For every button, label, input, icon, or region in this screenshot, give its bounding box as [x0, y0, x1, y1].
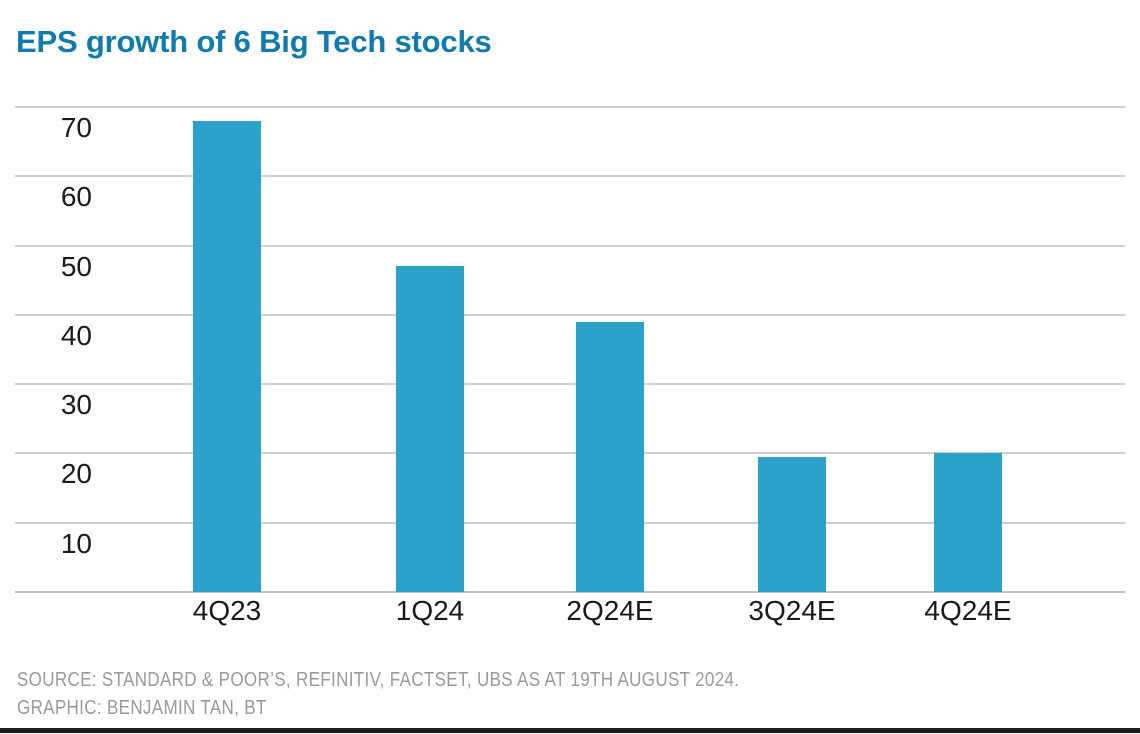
y-tick-label-70: 70	[60, 112, 92, 144]
y-tick-label-50: 50	[60, 250, 92, 282]
x-tick-label-1q24: 1Q24	[395, 595, 465, 626]
y-tick-label-40: 40	[60, 319, 92, 351]
bar-2q24e	[576, 321, 644, 592]
graphic-credit: GRAPHIC: BENJAMIN TAN, BT	[17, 697, 267, 719]
bar-4q24e	[934, 453, 1002, 592]
bar-1q24	[396, 266, 464, 592]
gridline-10	[15, 521, 1125, 524]
bar-3q24e	[758, 456, 826, 592]
chart-title: EPS growth of 6 Big Tech stocks	[16, 24, 492, 59]
x-tick-label-4q24e: 4Q24E	[924, 595, 1012, 626]
x-axis-baseline	[15, 591, 1125, 593]
x-tick-label-3q24e: 3Q24E	[748, 595, 836, 626]
bottom-rule	[0, 728, 1140, 733]
y-tick-label-10: 10	[60, 527, 92, 559]
y-tick-label-60: 60	[60, 181, 92, 213]
gridline-20	[15, 452, 1125, 455]
gridline-60	[15, 175, 1125, 178]
x-tick-label-4q23: 4Q23	[192, 595, 262, 626]
y-tick-label-30: 30	[60, 389, 92, 421]
gridline-30	[15, 383, 1125, 386]
y-tick-label-20: 20	[60, 458, 92, 490]
source-note: SOURCE: STANDARD & POOR’S, REFINITIV, FA…	[17, 669, 740, 691]
gridline-40	[15, 313, 1125, 316]
bar-4q23	[193, 120, 261, 592]
x-tick-label-2q24e: 2Q24E	[566, 595, 654, 626]
gridline-70	[15, 106, 1125, 109]
gridline-50	[15, 244, 1125, 247]
